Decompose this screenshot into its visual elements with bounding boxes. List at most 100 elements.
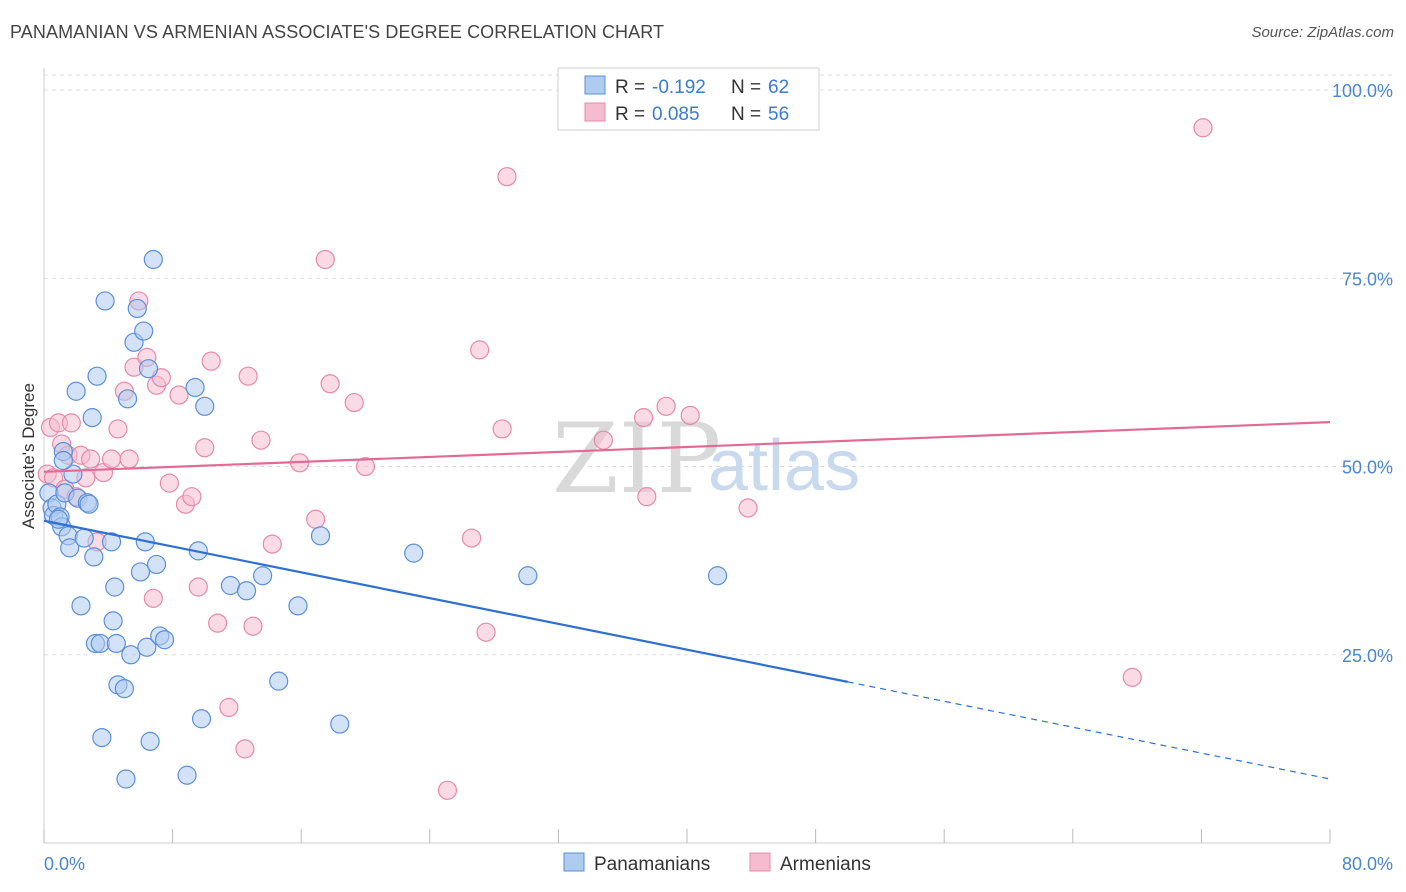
panamanian-point [143, 249, 163, 270]
armenian-point [492, 419, 512, 439]
armenian-point [182, 487, 202, 507]
panamanian-point [105, 577, 125, 597]
armenian-point [201, 351, 221, 371]
panamanian-point [74, 528, 94, 548]
series-legend: Panamanians Armenians [563, 852, 871, 875]
correlation-legend: R = -0.192 N = 62 R = 0.085 N = 56 [557, 67, 820, 131]
panamanian-point [220, 575, 241, 596]
armenian-point [1122, 667, 1142, 687]
panamanian-point [236, 581, 257, 601]
legend-n-value-armenians: 56 [768, 104, 789, 125]
armenian-point [219, 697, 239, 718]
watermark: ZIP atlas [552, 403, 860, 515]
data-points [37, 118, 1213, 800]
panamanian-point [87, 366, 107, 386]
armenian-point [476, 622, 496, 642]
panamanian-point [140, 731, 160, 751]
x-tick-labels: 0.0% 80.0% [44, 854, 1393, 874]
armenian-point [315, 249, 335, 270]
armenian-point [195, 438, 215, 458]
panamanian-point [92, 727, 112, 748]
y-tick-label: 25.0% [1342, 646, 1393, 666]
armenian-point [437, 780, 458, 800]
legend-n-label-panamanians: N = [731, 77, 761, 98]
armenian-point [159, 473, 179, 493]
legend-n-label-armenians: N = [731, 104, 761, 125]
bottom-legend-swatch-panamanians [563, 852, 585, 872]
armenian-point [61, 413, 81, 433]
armenian-point [81, 449, 101, 469]
armenian-point [235, 739, 255, 759]
armenian-point [243, 616, 263, 636]
legend-swatch-panamanians [584, 75, 606, 95]
y-tick-label: 75.0% [1342, 269, 1393, 289]
armenian-point [637, 487, 657, 507]
armenian-point [238, 366, 258, 386]
panamanian-point [404, 543, 424, 563]
y-axis-title: Associate's Degree [19, 383, 38, 529]
armenian-point [188, 577, 208, 597]
panamanian-point [116, 769, 136, 789]
legend-r-value-armenians: 0.085 [652, 104, 700, 125]
panamanian-point [79, 494, 99, 514]
panamanian-point [195, 396, 215, 416]
armenian-point [143, 588, 163, 608]
x-tick-label-min: 0.0% [44, 854, 85, 874]
armenian-point [306, 509, 326, 529]
legend-n-value-panamanians: 62 [768, 77, 789, 98]
panamanian-point [130, 562, 151, 582]
armenian-point [633, 408, 654, 428]
panamanian-point [84, 547, 104, 567]
armenian-point [656, 396, 676, 416]
panamanian-point [101, 532, 122, 552]
y-tick-label: 100.0% [1332, 81, 1393, 101]
panamanian-point [177, 765, 197, 785]
panamanian-point [288, 596, 308, 616]
armenian-point [101, 449, 122, 469]
armenian-point [497, 167, 517, 187]
panamanian-point [134, 321, 154, 341]
armenian-point [320, 374, 340, 394]
panamanian-point [253, 566, 273, 586]
axes [43, 68, 1331, 844]
panamanian-point [66, 381, 86, 401]
trend-lines [43, 421, 1331, 780]
panamanian-trend-extension [847, 681, 1331, 780]
y-tick-labels: 25.0% 50.0% 75.0% 100.0% [1332, 81, 1393, 666]
y-tick-label: 50.0% [1342, 458, 1393, 478]
x-tick-label-max: 80.0% [1342, 854, 1393, 874]
armenian-point [355, 456, 376, 477]
panamanian-point [146, 554, 167, 575]
panamanian-point [53, 450, 73, 471]
panamanian-point [106, 633, 126, 654]
armenian-point [738, 498, 758, 518]
armenian-point [593, 430, 614, 450]
panamanian-point [90, 633, 110, 654]
armenian-point [680, 405, 700, 425]
armenian-point [169, 385, 189, 405]
legend-r-value-panamanians: -0.192 [652, 77, 706, 98]
panamanian-point [138, 359, 159, 379]
panamanian-point [269, 671, 289, 691]
panamanian-point [103, 611, 123, 631]
panamanian-point [127, 298, 147, 319]
bottom-legend-swatch-armenians [749, 852, 771, 872]
panamanian-point [71, 596, 91, 616]
panamanian-point [117, 389, 138, 409]
armenian-point [119, 449, 139, 469]
legend-r-label-panamanians: R = [615, 77, 645, 98]
panamanian-point [191, 709, 212, 729]
armenian-point [208, 613, 228, 633]
armenian-point [251, 430, 271, 450]
panamanian-point [310, 526, 331, 546]
panamanian-point [185, 377, 205, 398]
chart-title: PANAMANIAN VS ARMENIAN ASSOCIATE'S DEGRE… [10, 22, 665, 42]
armenian-point [461, 528, 482, 548]
legend-r-label-armenians: R = [615, 104, 645, 125]
panamanian-point [330, 714, 350, 734]
watermark-atlas: atlas [708, 426, 860, 506]
panamanian-point [121, 645, 141, 665]
armenian-trend-line [43, 421, 1331, 473]
panamanian-point [154, 630, 175, 650]
panamanian-point [114, 679, 134, 699]
